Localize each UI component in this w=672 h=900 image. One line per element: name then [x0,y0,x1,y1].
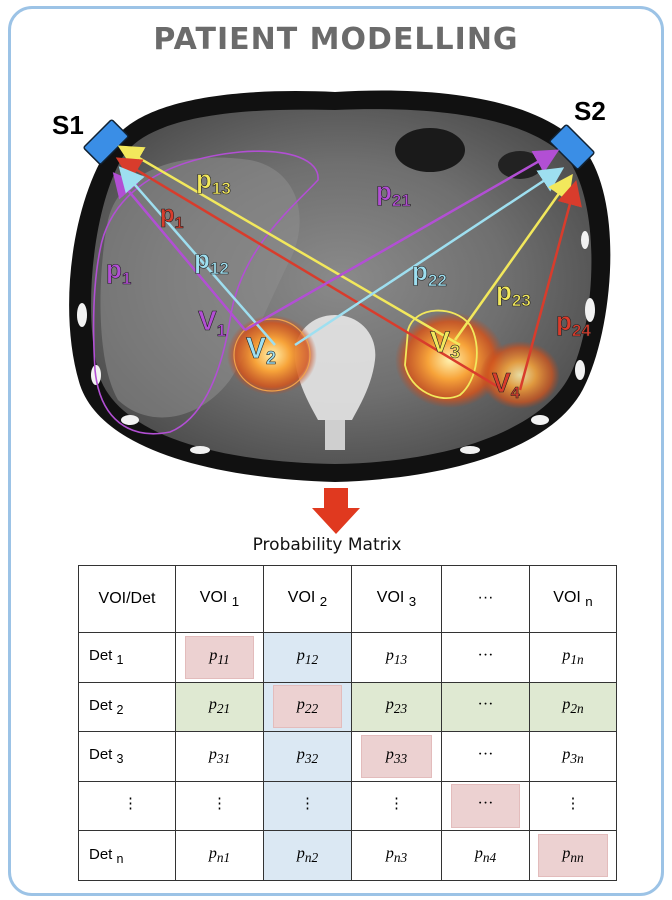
bowel-gas [498,151,542,179]
matrix-cell: p3n [529,731,617,782]
matrix-cell: p22 [263,681,352,733]
spine [294,315,376,420]
column-header: VOI 2 [263,565,352,633]
arrow-p11 [112,172,246,331]
matrix-cell: ⋮ [351,780,442,832]
label-v1: V1 [198,305,226,340]
arrow-p13 [117,145,461,347]
ct-scan-illustration: p13 p1 p1 p12 p21 p22 p23 p24 V1 V2 V3 V… [69,90,611,482]
matrix-cell: ··· [441,731,530,782]
hotspot-v2 [227,315,317,395]
matrix-cell: ⋮ [175,780,264,832]
source-label-s2: S2 [574,96,606,126]
matrix-row: Det 3 p31 p32 p33 ··· p3n [78,731,617,782]
matrix-cell: p11 [175,632,264,683]
label-p24: p24 [556,306,591,340]
label-v4: V4 [492,367,520,402]
matrix-cell: p23 [351,681,442,733]
matrix-cell: pn2 [263,830,352,881]
matrix-row: Det n pn1 pn2 pn3 pn4 pnn [78,830,617,881]
column-header: VOI 3 [351,565,442,633]
matrix-cell: p33 [351,731,442,782]
matrix-title: Probability Matrix [252,535,402,555]
matrix-cell: ··· [441,780,530,832]
figure-title: PATIENT MODELLING [153,22,519,57]
matrix-cell: ··· [441,681,530,733]
voi-3-outline [404,309,478,400]
matrix-cell: p12 [263,632,352,683]
label-v2: V2 [246,332,276,368]
column-header: ··· [441,565,530,633]
label-p13: p13 [196,164,231,198]
source-label-s1: S1 [52,110,84,140]
matrix-row: ⋮ ⋮ ⋮ ⋮ ··· ⋮ [78,780,617,832]
matrix-cell: pn4 [441,830,530,881]
label-p23: p23 [496,276,531,310]
matrix-cell: ⋮ [529,780,617,832]
label-p14: p1 [160,201,184,232]
arrow-p12 [118,166,276,346]
matrix-row: Det 1 p11 p12 p13 ··· p1n [78,632,617,683]
matrix-cell: p13 [351,632,442,683]
label-p12: p12 [194,244,229,278]
row-header: Det 1 [78,632,176,683]
matrix-cell: p31 [175,731,264,782]
spinous-process [325,420,345,450]
matrix-header-row: VOI/Det VOI 1 VOI 2 VOI 3 ··· VOI n [78,565,617,633]
column-header: VOI n [529,565,617,633]
matrix-cell: pnn [529,830,617,881]
matrix-row: Det 2 p21 p22 p23 ··· p2n [78,681,617,733]
label-p22: p22 [412,256,447,290]
detector-s1-icon [83,119,129,165]
matrix-cell: p32 [263,731,352,782]
label-v3: V3 [430,326,460,362]
arrow-p23 [453,173,573,341]
matrix-cell: p1n [529,632,617,683]
matrix-corner-cell: VOI/Det [78,565,176,633]
down-arrow-icon [312,488,360,534]
voi-2-outline [233,318,311,392]
hotspot-v4 [480,341,560,409]
matrix-cell: ⋮ [263,780,352,832]
row-header: Det 3 [78,731,176,782]
arrow-p14 [115,157,501,390]
row-header: Det n [78,830,176,881]
hotspot-v3 [395,312,505,408]
matrix-cell: p2n [529,681,617,733]
matrix-cell: pn3 [351,830,442,881]
arrow-p22 [294,167,565,347]
matrix-cell: pn1 [175,830,264,881]
label-p21: p21 [376,176,411,210]
matrix-cell: p21 [175,681,264,733]
column-header: VOI 1 [175,565,264,633]
row-header: Det 2 [78,681,176,733]
arrow-p21 [244,149,560,332]
row-header: ⋮ [78,780,176,832]
probability-matrix: VOI/Det VOI 1 VOI 2 VOI 3 ··· VOI n Det … [78,565,617,881]
arrow-p24 [518,180,582,391]
bowel-gas [395,128,465,172]
detector-s2-icon [549,124,595,170]
label-p11: p1 [106,254,131,288]
matrix-cell: ··· [441,632,530,683]
